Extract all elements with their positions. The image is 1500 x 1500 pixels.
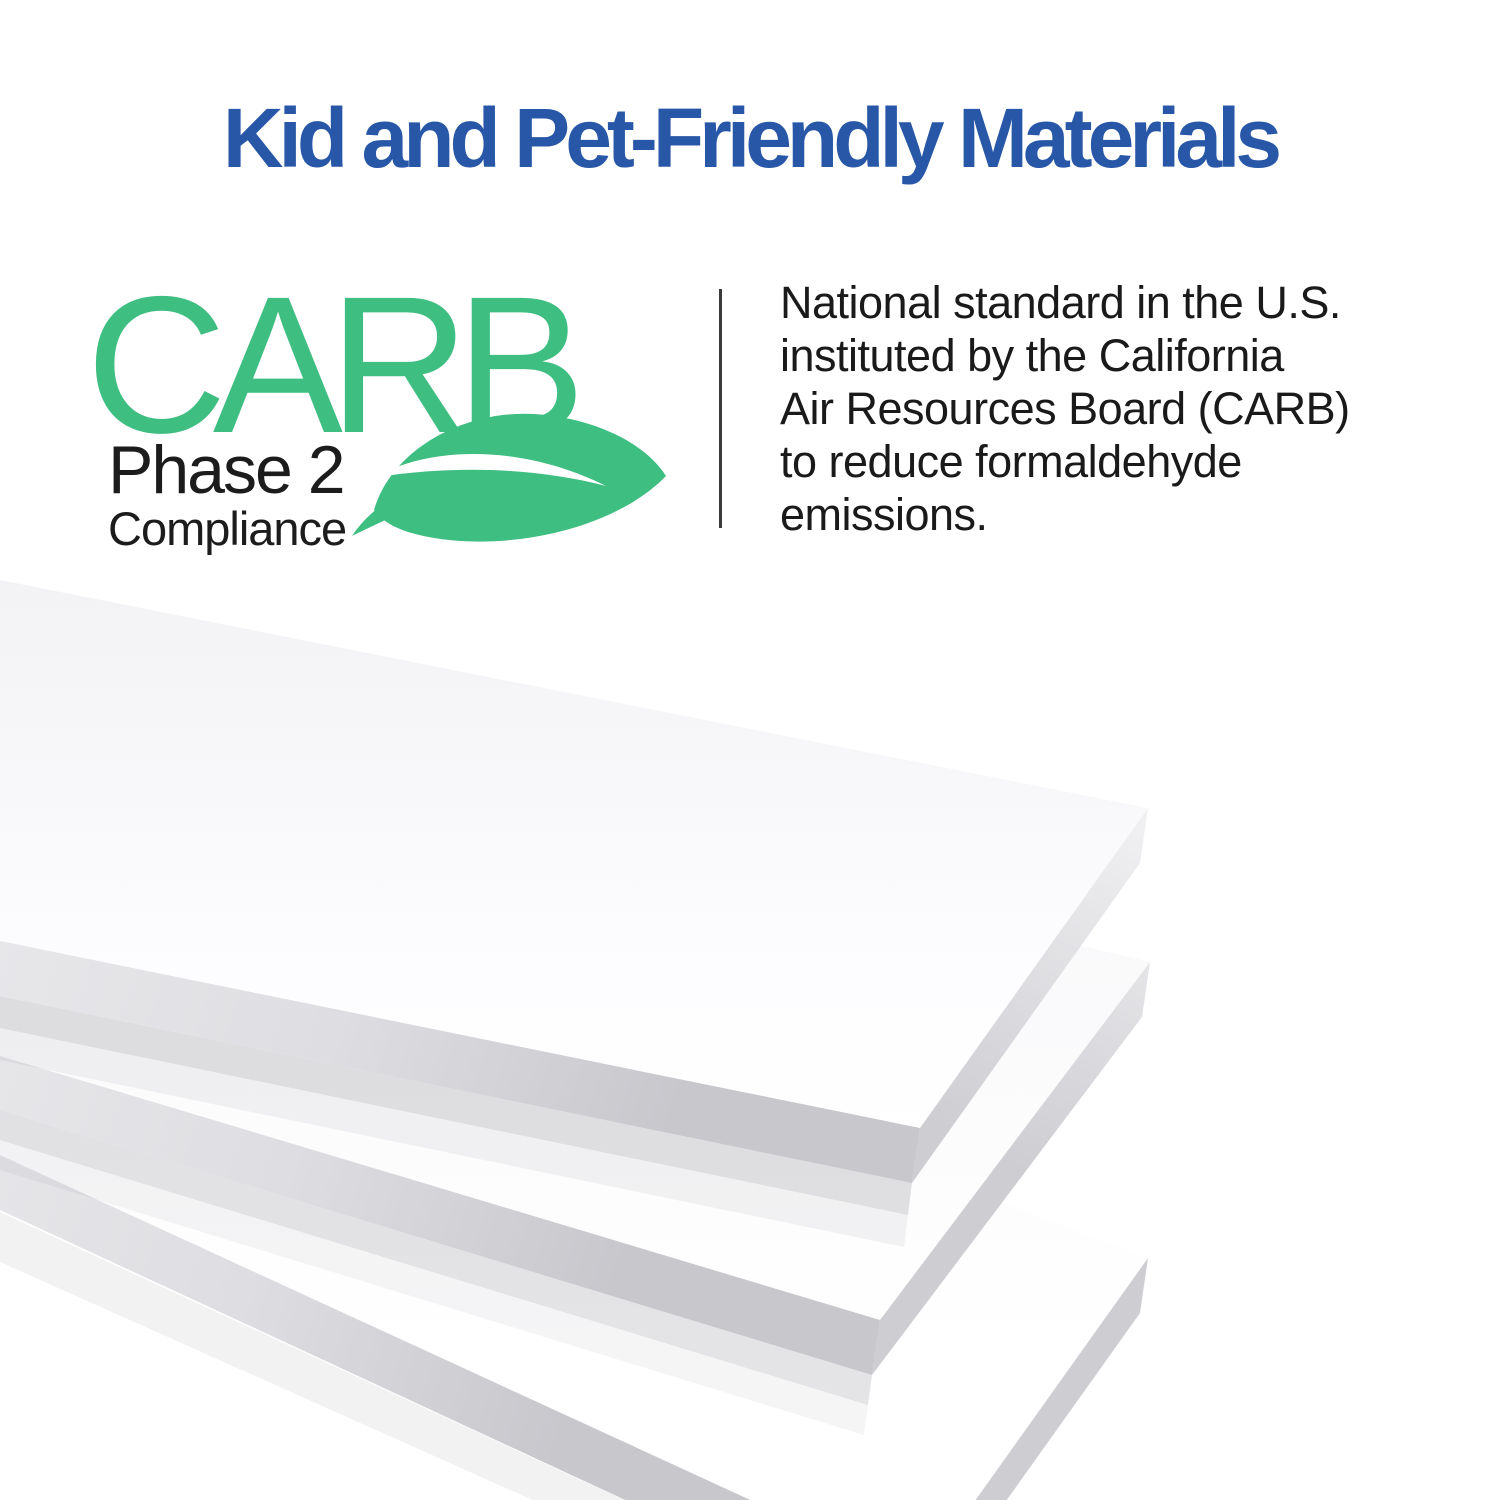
description-line: instituted by the California: [780, 330, 1284, 381]
vertical-divider: [719, 289, 722, 528]
carb-logo-phase-label: Phase 2: [108, 432, 346, 508]
leaf-icon: [352, 413, 666, 542]
carb-logo-compliance-label: Compliance: [108, 502, 347, 555]
board-top: [0, 580, 1148, 1183]
description-line: to reduce formaldehyde: [780, 436, 1242, 487]
page-title: Kid and Pet-Friendly Materials: [222, 91, 1282, 185]
description-line: Air Resources Board (CARB): [780, 383, 1350, 434]
description-line: emissions.: [780, 489, 988, 540]
description-line: National standard in the U.S.: [780, 277, 1341, 328]
description-text: National standard in the U.S. instituted…: [780, 276, 1350, 541]
